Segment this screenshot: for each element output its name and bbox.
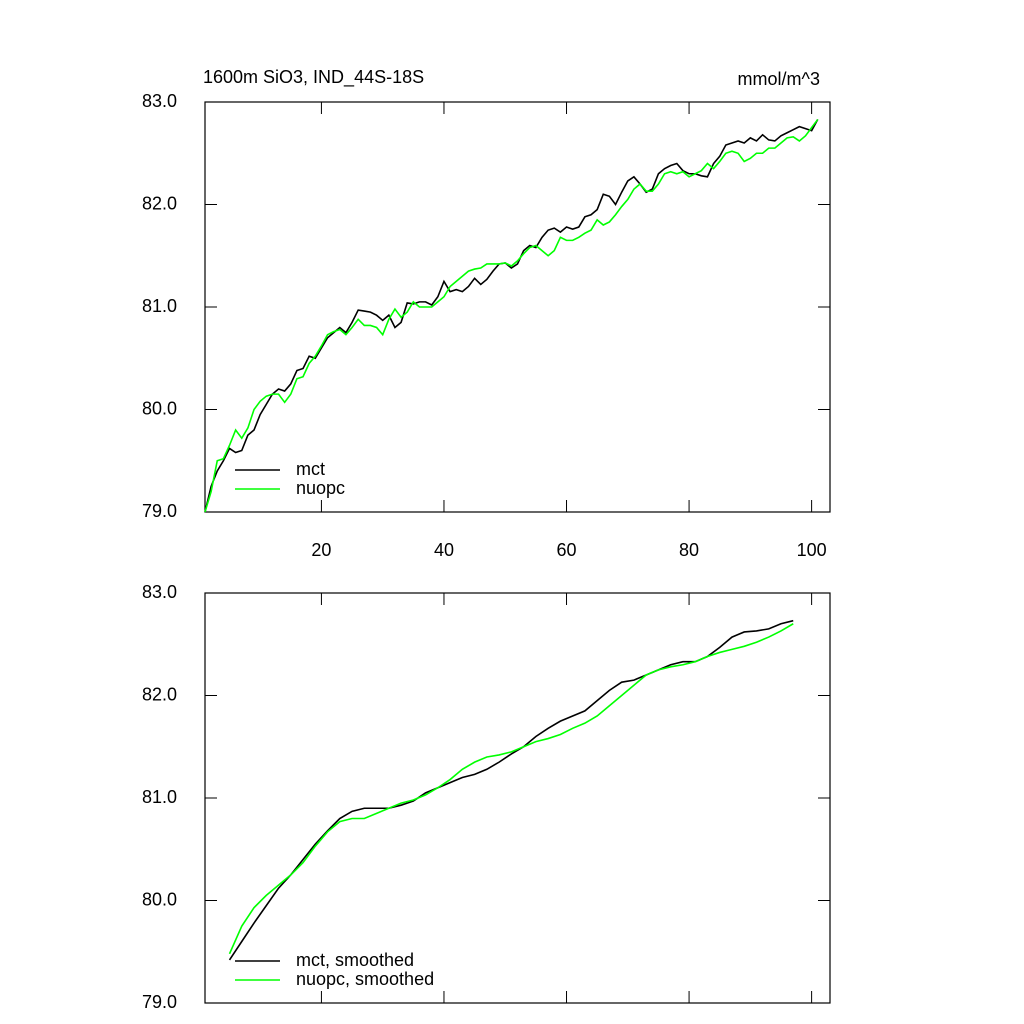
x-tick-label: 20 <box>311 540 331 560</box>
units-label: mmol/m^3 <box>738 69 820 89</box>
plot-frame <box>204 592 831 1004</box>
series-line <box>228 623 794 955</box>
legend-label: mct <box>296 459 325 479</box>
y-tick-label: 79.0 <box>142 992 177 1012</box>
x-tick-label: 60 <box>557 540 577 560</box>
y-tick-label: 82.0 <box>142 193 177 213</box>
y-tick-label: 80.0 <box>142 889 177 909</box>
y-tick-label: 82.0 <box>142 684 177 704</box>
series-line <box>204 119 819 513</box>
y-tick-label: 83.0 <box>142 582 177 602</box>
legend-label: nuopc, smoothed <box>296 969 434 989</box>
x-tick-label: 100 <box>797 540 827 560</box>
plot-frame <box>204 101 831 513</box>
series-line <box>228 619 794 961</box>
x-tick-label: 80 <box>679 540 699 560</box>
y-tick-label: 80.0 <box>142 398 177 418</box>
y-tick-label: 83.0 <box>142 91 177 111</box>
y-tick-label: 81.0 <box>142 296 177 316</box>
chart-title: 1600m SiO3, IND_44S-18S <box>203 67 424 88</box>
series-line <box>204 118 819 513</box>
y-tick-label: 79.0 <box>142 501 177 521</box>
legend-label: nuopc <box>296 478 345 498</box>
legend-label: mct, smoothed <box>296 950 414 970</box>
y-tick-label: 81.0 <box>142 787 177 807</box>
x-tick-label: 40 <box>434 540 454 560</box>
